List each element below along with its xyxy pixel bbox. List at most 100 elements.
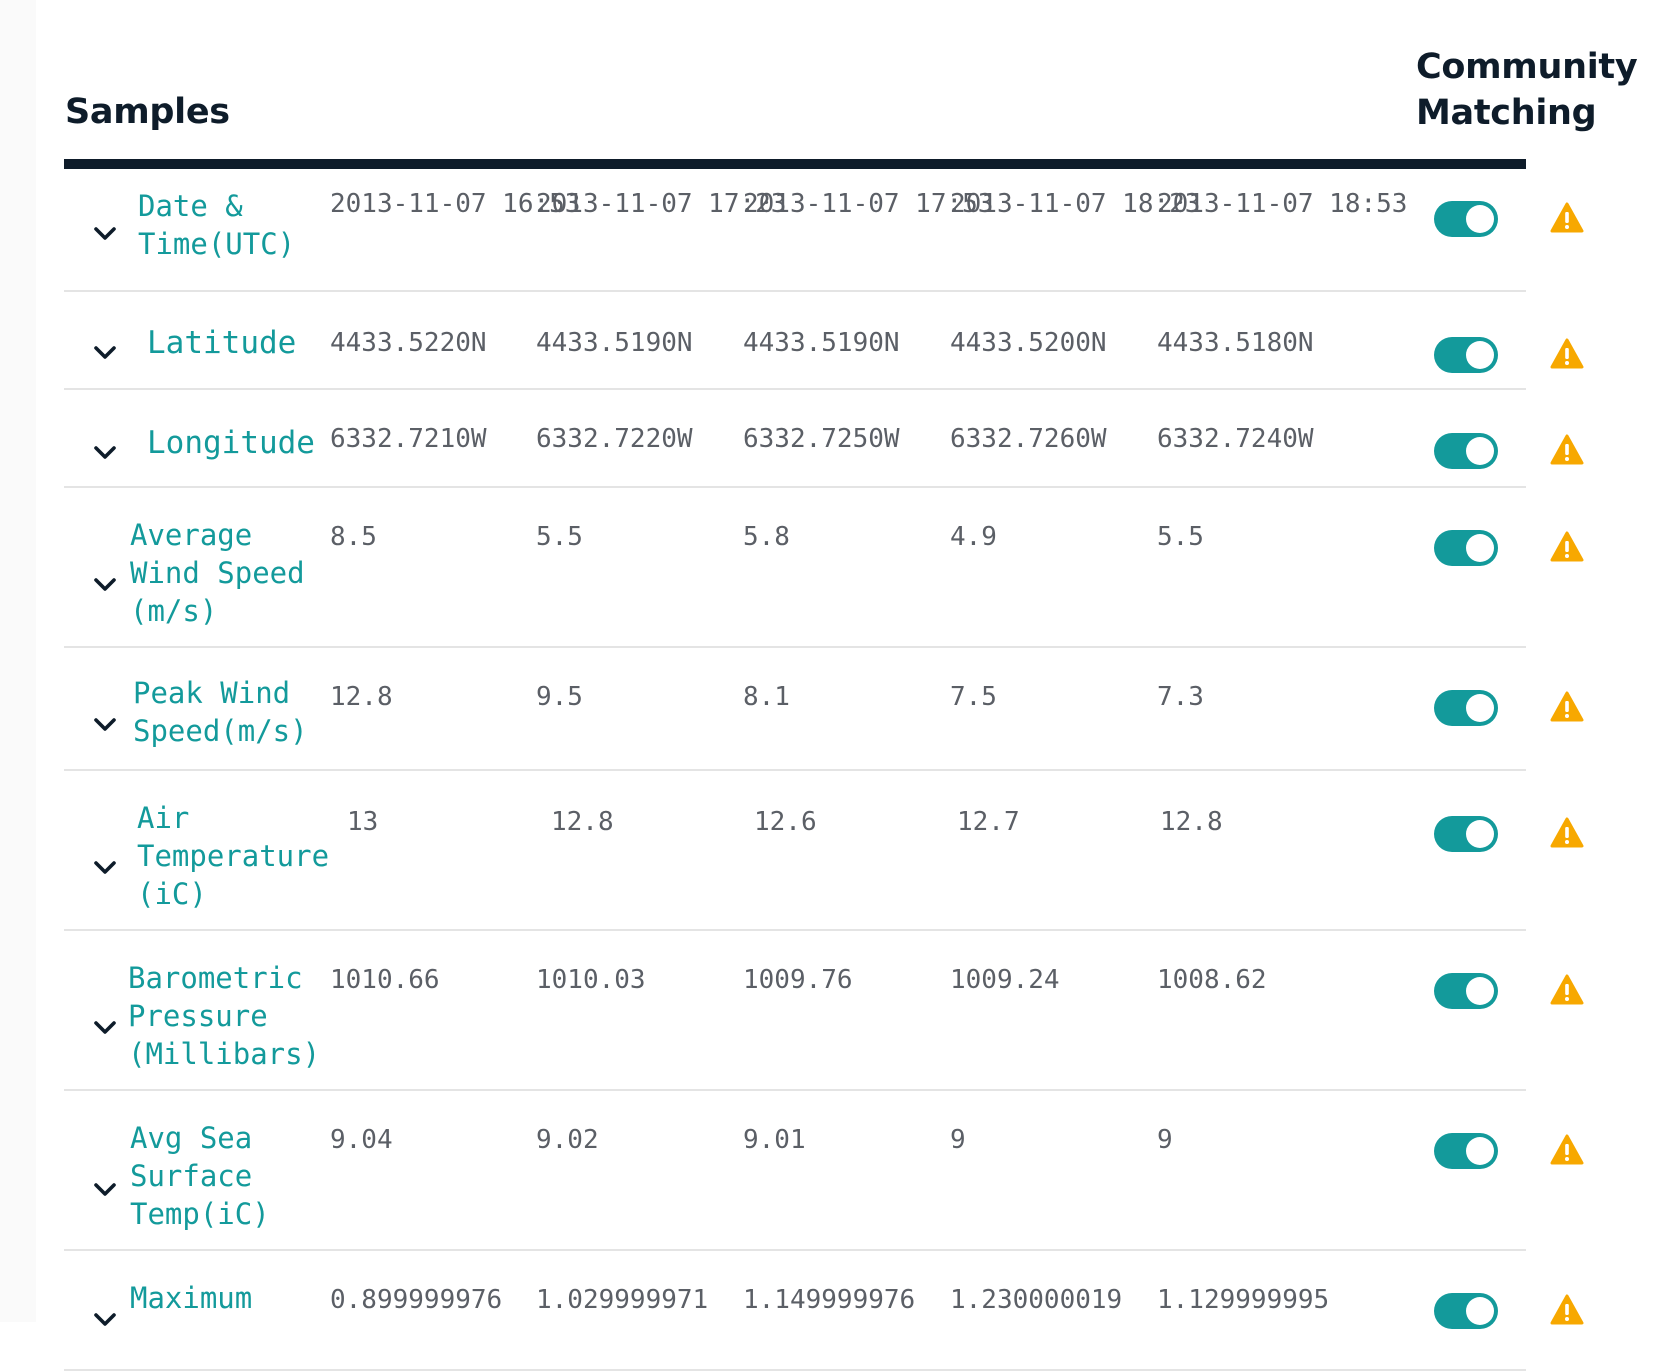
sample-value: 4433.5220N [330, 328, 487, 358]
warning-icon[interactable] [1550, 817, 1584, 849]
toggle-knob [1466, 534, 1494, 562]
sample-value: 2013-11-07 17:53 [743, 189, 994, 219]
table-row: Air Temperature (iC) 13 12.8 12.6 12.7 12.8 [64, 771, 1584, 931]
chevron-down-icon[interactable] [92, 1311, 118, 1329]
chevron-down-icon[interactable] [92, 225, 118, 243]
sample-value: 2013-11-07 16:53 [330, 189, 581, 219]
chevron-down-icon[interactable] [92, 716, 118, 734]
sample-value: 1.149999976 [743, 1285, 916, 1315]
sample-value: 2013-11-07 18:53 [1157, 189, 1408, 219]
toggle-knob [1466, 694, 1494, 722]
toggle-knob [1466, 341, 1494, 369]
sample-value: 1.129999995 [1157, 1285, 1330, 1315]
sample-value: 12.7 [957, 807, 1020, 837]
toggle-knob [1466, 1137, 1494, 1165]
chevron-down-icon[interactable] [92, 1181, 118, 1199]
row-label: Maximum [130, 1281, 253, 1315]
chevron-down-icon[interactable] [92, 859, 118, 877]
warning-icon[interactable] [1550, 974, 1584, 1006]
sample-value: 13 [347, 807, 379, 837]
sample-value: 12.8 [330, 682, 393, 712]
sample-value: 4.9 [950, 522, 997, 552]
sample-value: 12.8 [1160, 807, 1223, 837]
sample-value: 1009.24 [950, 965, 1060, 995]
toggle-knob [1466, 977, 1494, 1005]
sample-value: 6332.7210W [330, 424, 487, 454]
community-matching-toggle[interactable] [1434, 337, 1498, 373]
sample-value: 9 [1157, 1125, 1173, 1155]
community-matching-title: Community Matching [1416, 44, 1638, 136]
sample-value: 5.5 [1157, 522, 1204, 552]
samples-title: Samples [65, 92, 230, 132]
toggle-knob [1466, 820, 1494, 848]
sample-value: 4433.5190N [743, 328, 900, 358]
community-matching-toggle[interactable] [1434, 201, 1498, 237]
sample-value: 7.3 [1157, 682, 1204, 712]
sample-value: 9.04 [330, 1125, 393, 1155]
row-label: Average Wind Speed (m/s) [130, 518, 305, 628]
sample-value: 8.1 [743, 682, 790, 712]
header-divider [64, 159, 1526, 169]
community-matching-title-line1: Community [1416, 47, 1638, 87]
chevron-down-icon[interactable] [92, 576, 118, 594]
warning-icon[interactable] [1550, 1134, 1584, 1166]
table-row: Average Wind Speed (m/s) 8.5 5.5 5.8 4.9 5.5 [64, 488, 1584, 648]
warning-icon[interactable] [1550, 338, 1584, 370]
chevron-down-icon[interactable] [92, 344, 118, 362]
left-edge-strip [0, 0, 36, 1322]
sample-value: 5.8 [743, 522, 790, 552]
sample-value: 1.230000019 [950, 1285, 1123, 1315]
sample-value: 6332.7250W [743, 424, 900, 454]
toggle-knob [1466, 205, 1494, 233]
row-label: Peak Wind Speed(m/s) [133, 676, 308, 748]
warning-icon[interactable] [1550, 531, 1584, 563]
community-matching-toggle[interactable] [1434, 433, 1498, 469]
toggle-knob [1466, 437, 1494, 465]
table-row: Date & Time(UTC) 2013-11-07 16:53 2013-11-… [64, 169, 1584, 292]
sample-value: 9.5 [536, 682, 583, 712]
community-matching-toggle[interactable] [1434, 1133, 1498, 1169]
table-row: Longitude 6332.7210W 6332.7220W 6332.7250W 6… [64, 390, 1584, 488]
sample-value: 1010.66 [330, 965, 440, 995]
sample-value: 8.5 [330, 522, 377, 552]
sample-value: 6332.7220W [536, 424, 693, 454]
row-label: Barometric Pressure (Millibars) [128, 961, 321, 1071]
chevron-down-icon[interactable] [92, 1019, 118, 1037]
sample-value: 2013-11-07 18:23 [950, 189, 1201, 219]
sample-value: 6332.7240W [1157, 424, 1314, 454]
row-label: Air Temperature (iC) [137, 801, 330, 911]
row-label: Avg Sea Surface Temp(iC) [130, 1121, 270, 1231]
sample-value: 1008.62 [1157, 965, 1267, 995]
chevron-down-icon[interactable] [92, 444, 118, 462]
community-matching-toggle[interactable] [1434, 816, 1498, 852]
row-label: Latitude [147, 325, 297, 361]
sample-value: 7.5 [950, 682, 997, 712]
table-row: Peak Wind Speed(m/s) 12.8 9.5 8.1 7.5 7.3 [64, 648, 1584, 771]
warning-icon[interactable] [1550, 1294, 1584, 1326]
table-row: Maximum 0.899999976 1.029999971 1.149999976… [64, 1251, 1584, 1371]
table-row: Barometric Pressure (Millibars) 1010.66 10… [64, 931, 1584, 1091]
community-matching-title-line2: Matching [1416, 93, 1597, 133]
warning-icon[interactable] [1550, 202, 1584, 234]
warning-icon[interactable] [1550, 434, 1584, 466]
community-matching-toggle[interactable] [1434, 530, 1498, 566]
samples-table: Date & Time(UTC) 2013-11-07 16:53 2013-11-… [64, 169, 1584, 1371]
sample-value: 9.02 [536, 1125, 599, 1155]
table-row: Avg Sea Surface Temp(iC) 9.04 9.02 9.01 9 9 [64, 1091, 1584, 1251]
community-matching-toggle[interactable] [1434, 690, 1498, 726]
community-matching-toggle[interactable] [1434, 1293, 1498, 1329]
sample-value: 1010.03 [536, 965, 646, 995]
row-label: Longitude [147, 425, 315, 461]
sample-value: 4433.5180N [1157, 328, 1314, 358]
sample-value: 2013-11-07 17:23 [536, 189, 787, 219]
sample-value: 4433.5200N [950, 328, 1107, 358]
toggle-knob [1466, 1297, 1494, 1325]
warning-icon[interactable] [1550, 691, 1584, 723]
sample-value: 12.6 [754, 807, 817, 837]
community-matching-toggle[interactable] [1434, 973, 1498, 1009]
sample-value: 5.5 [536, 522, 583, 552]
table-row: Latitude 4433.5220N 4433.5190N 4433.5190N 44… [64, 292, 1584, 390]
row-label: Date & Time(UTC) [138, 189, 296, 261]
sample-value: 9 [950, 1125, 966, 1155]
sample-value: 6332.7260W [950, 424, 1107, 454]
